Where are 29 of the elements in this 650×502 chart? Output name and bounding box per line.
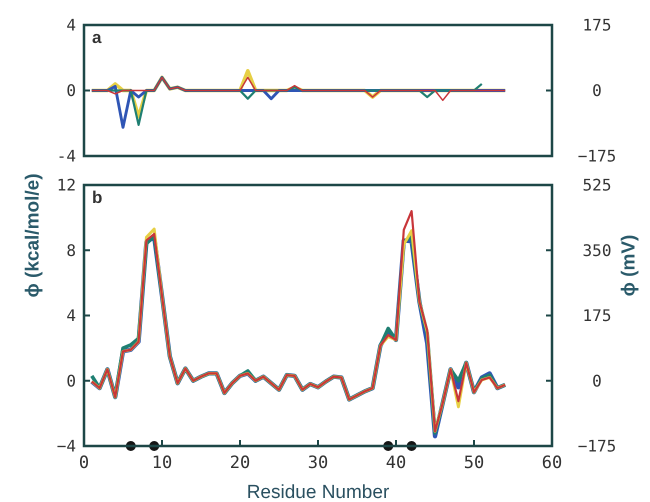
y2-tick-label: 0: [592, 371, 602, 390]
y-tick-label: 12: [56, 176, 76, 195]
x-tick-label: 10: [152, 453, 172, 473]
x-tick-label: 50: [464, 453, 484, 473]
y-tick-label: 4: [66, 306, 76, 326]
y-tick-label: 0: [66, 81, 76, 100]
y2-axis-title: ϕ (mV): [618, 234, 640, 296]
x-tick-label: 20: [230, 453, 250, 473]
x-tick-label: 60: [542, 453, 562, 473]
y2-tick-label: 0: [592, 81, 602, 100]
y-tick-label: −4: [56, 436, 76, 456]
annotation: a: [92, 28, 102, 47]
y-axis-title: ϕ (kcal/mol/e): [22, 173, 44, 298]
x-tick-label: 30: [308, 453, 328, 473]
y2-tick-label: −175: [578, 436, 616, 456]
y2-tick-label: −175: [578, 146, 616, 166]
y-tick-label: -4: [56, 146, 76, 166]
y-tick-label: 4: [66, 16, 76, 35]
y2-tick-label: 525: [582, 176, 612, 195]
y2-tick-label: 175: [582, 16, 612, 35]
x-tick-label: 0: [78, 453, 90, 473]
x-tick-label: 40: [386, 453, 406, 473]
y2-tick-label: 350: [582, 240, 612, 260]
x-axis-title: Residue Number: [246, 482, 390, 502]
y-tick-label: 8: [66, 240, 76, 260]
annotation: b: [92, 188, 102, 207]
line-series: [91, 76, 506, 102]
y2-tick-label: 175: [582, 306, 612, 326]
y-tick-label: 0: [66, 371, 76, 390]
